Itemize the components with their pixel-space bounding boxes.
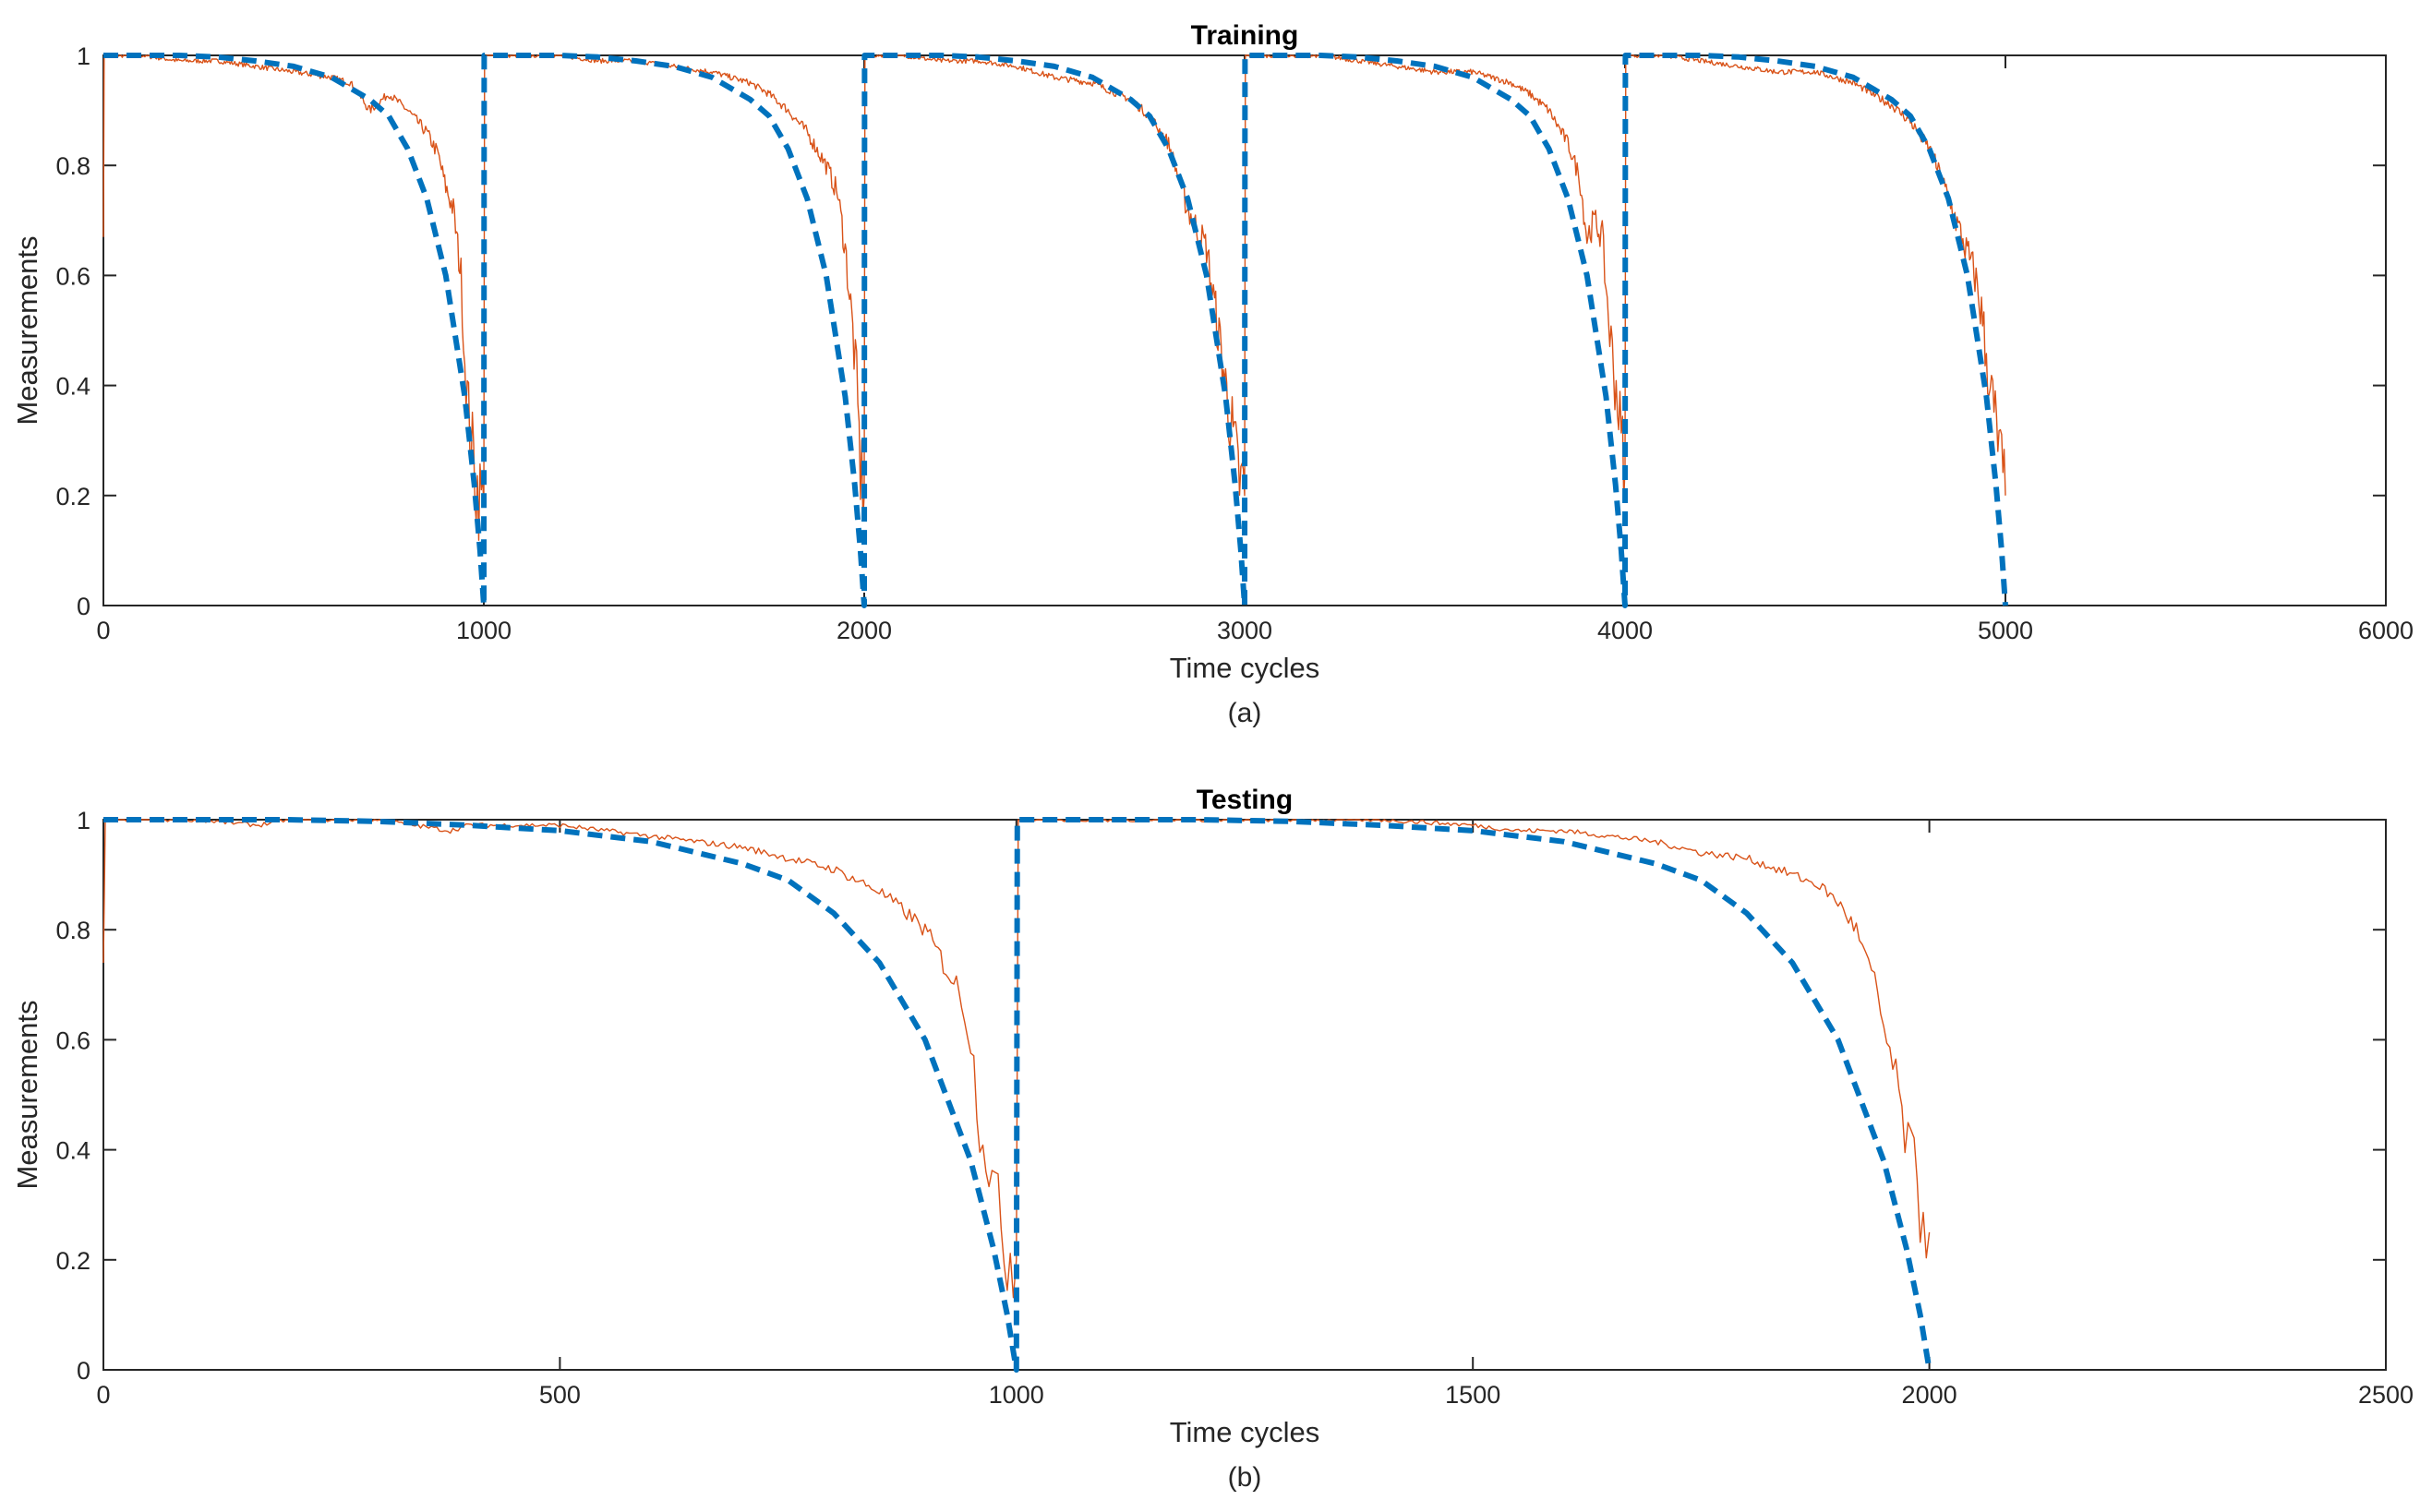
y-axis-label: Measurements [11,1000,43,1189]
y-tick-label: 1 [77,807,90,834]
x-tick-label: 1000 [989,1381,1044,1409]
x-tick-label: 4000 [1597,617,1653,644]
x-tick-label: 6000 [2358,617,2414,644]
series-measured-line [102,54,2006,541]
x-tick-label: 2000 [1902,1381,1957,1409]
y-tick-label: 0 [77,593,90,620]
x-axis-label: Time cycles [1170,1416,1319,1448]
y-tick-label: 0.4 [55,1137,90,1165]
chart-title: Testing [1197,785,1293,815]
series-layer [102,817,1932,1373]
x-tick-label: 1000 [456,617,512,644]
y-tick-label: 1 [77,42,90,70]
training-panel: 0 1000 2000 3000 4000 5000 600000.20.40.60.81 … [11,20,2414,728]
x-tick-label: 0 [96,1381,110,1409]
x-axis-label: Time cycles [1170,652,1319,684]
y-tick-label: 0.6 [55,262,90,290]
x-tick-label: 3000 [1217,617,1272,644]
y-tick-label: 0.2 [55,483,90,510]
x-tick-label: 1500 [1445,1381,1500,1409]
y-tick-label: 0 [77,1357,90,1385]
axis-ticks: 0 1000 2000 3000 4000 5000 6000 0 0.2 0.4 0.6 0.8 1 [55,42,2414,644]
panel-caption: (a) [1228,698,1262,728]
x-tick-label: 2000 [837,617,892,644]
x-tick-label: 5000 [1978,617,2033,644]
y-tick-label: 0.4 [55,373,90,401]
y-tick-label: 0.6 [55,1026,90,1054]
series-layer [102,53,2008,608]
x-tick-label: 500 [539,1381,581,1409]
plot-area-frame [102,819,2387,1371]
x-tick-label: 0 [96,617,110,644]
series-fitted-dashed-line [103,817,1932,1373]
y-tick-label: 0.2 [55,1247,90,1275]
chart-title: Training [1191,20,1299,51]
y-axis-label: Measurements [11,235,43,425]
y-tick-label: 0.8 [55,152,90,180]
y-tick-label: 0.8 [55,917,90,944]
series-fitted-dashed-line [103,53,2008,608]
panel-caption: (b) [1228,1462,1262,1493]
testing-panel: 0 500 1000 1500 2000 2500 0 0.2 0.4 0.6 0.8 1 Testi… [11,785,2414,1493]
x-tick-label: 2500 [2358,1381,2414,1409]
